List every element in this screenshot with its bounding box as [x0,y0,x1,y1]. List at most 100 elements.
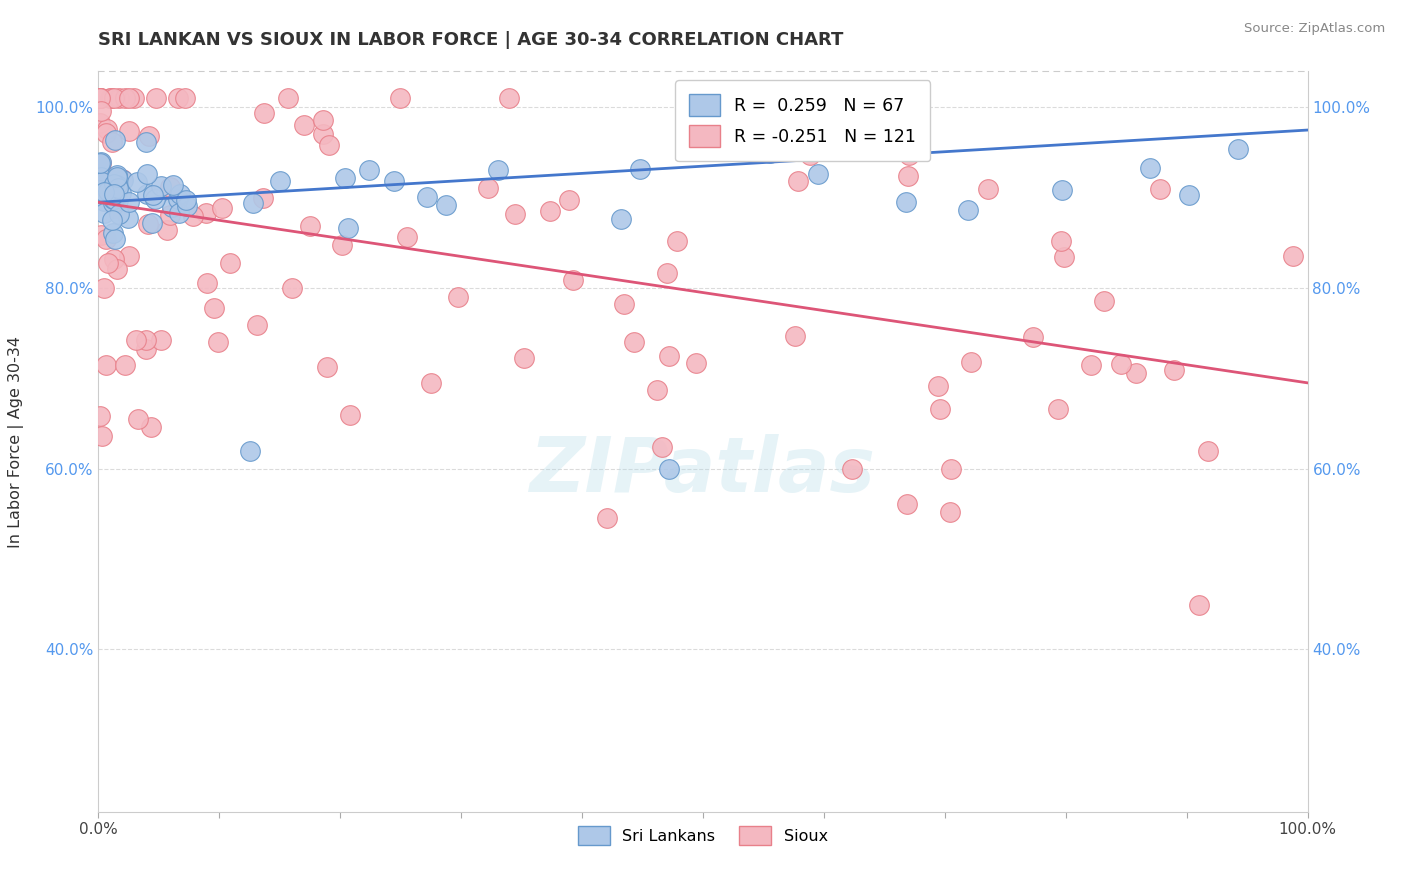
Point [1022,330,1045,344]
Point [107,193,129,207]
Point [561,273,583,287]
Point [396,230,419,244]
Point [416,190,439,204]
Point [89,156,111,170]
Point [281,281,304,295]
Point [136,217,159,231]
Point [299,219,322,233]
Point [125,333,148,347]
Point [318,138,340,153]
Point [135,333,157,347]
Point [651,440,673,454]
Point [498,91,520,105]
Point [207,335,229,350]
Point [135,343,157,357]
Point [103,177,125,191]
Point [89,116,111,130]
Point [111,172,134,186]
Point [96,232,118,246]
Point [613,297,636,311]
Point [292,118,315,132]
Point [143,192,166,206]
Point [434,198,457,212]
Point [1177,188,1199,202]
Point [117,249,139,263]
Point [1282,249,1305,263]
Point [103,186,125,201]
Point [100,91,122,105]
Point [957,203,980,218]
Point [896,497,918,511]
Point [711,104,734,119]
Point [162,178,184,192]
Text: Source: ZipAtlas.com: Source: ZipAtlas.com [1244,22,1385,36]
Point [118,194,141,209]
Point [89,91,111,105]
Point [93,280,115,294]
Point [1080,358,1102,372]
Point [105,178,128,192]
Point [155,223,177,237]
Point [252,191,274,205]
Point [799,147,821,161]
Point [239,443,262,458]
Point [977,181,1000,195]
Point [211,202,233,216]
Y-axis label: In Labor Force | Age 30-34: In Labor Force | Age 30-34 [8,335,24,548]
Point [98,91,121,105]
Point [897,147,920,161]
Point [807,167,830,181]
Point [96,177,118,191]
Point [103,192,125,206]
Point [93,194,115,209]
Point [90,175,112,189]
Point [628,162,651,177]
Point [336,220,359,235]
Point [787,174,810,188]
Point [195,276,218,290]
Point [101,226,124,240]
Point [928,402,950,417]
Point [107,169,129,184]
Point [89,91,111,105]
Point [90,166,112,180]
Point [96,121,118,136]
Point [1139,161,1161,176]
Point [105,168,128,182]
Point [1125,367,1147,381]
Point [138,129,160,144]
Point [1053,250,1076,264]
Point [159,180,181,194]
Point [111,173,134,187]
Point [141,216,163,230]
Point [758,146,780,161]
Point [107,207,129,221]
Point [665,234,688,248]
Point [145,91,167,105]
Point [167,91,190,105]
Point [160,200,183,214]
Point [167,205,190,219]
Point [657,266,679,280]
Point [181,209,204,223]
Point [107,181,129,195]
Point [103,91,125,105]
Point [89,91,111,105]
Point [382,174,405,188]
Point [114,358,136,372]
Point [315,360,337,375]
Point [91,429,114,443]
Point [103,192,125,206]
Point [896,194,918,209]
Point [357,163,380,178]
Point [110,186,132,201]
Text: SRI LANKAN VS SIOUX IN LABOR FORCE | AGE 30-34 CORRELATION CHART: SRI LANKAN VS SIOUX IN LABOR FORCE | AGE… [98,31,844,49]
Point [117,211,139,225]
Point [658,461,681,475]
Point [100,213,122,227]
Text: ZIPatlas: ZIPatlas [530,434,876,508]
Point [96,127,118,141]
Point [142,188,165,202]
Point [269,174,291,188]
Point [277,91,299,105]
